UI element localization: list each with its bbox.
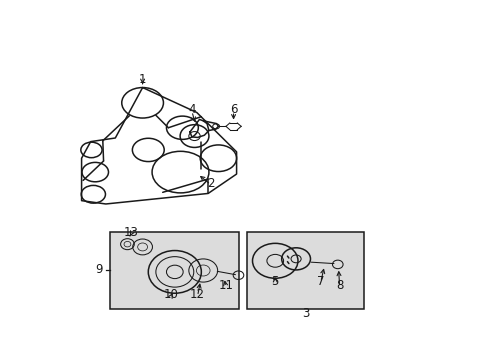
Text: 11: 11 <box>218 279 233 292</box>
Bar <box>246 232 364 309</box>
Text: 12: 12 <box>190 288 204 301</box>
Bar <box>110 232 239 309</box>
Text: 7: 7 <box>316 275 324 288</box>
Text: 5: 5 <box>271 275 278 288</box>
Text: 1: 1 <box>139 73 146 86</box>
Text: 2: 2 <box>206 177 214 190</box>
Text: 9: 9 <box>95 264 102 276</box>
Text: 4: 4 <box>188 103 195 116</box>
Text: 8: 8 <box>335 279 343 292</box>
Text: 3: 3 <box>301 307 308 320</box>
Text: 13: 13 <box>123 226 139 239</box>
Text: 10: 10 <box>163 288 178 301</box>
Text: 6: 6 <box>229 103 237 116</box>
